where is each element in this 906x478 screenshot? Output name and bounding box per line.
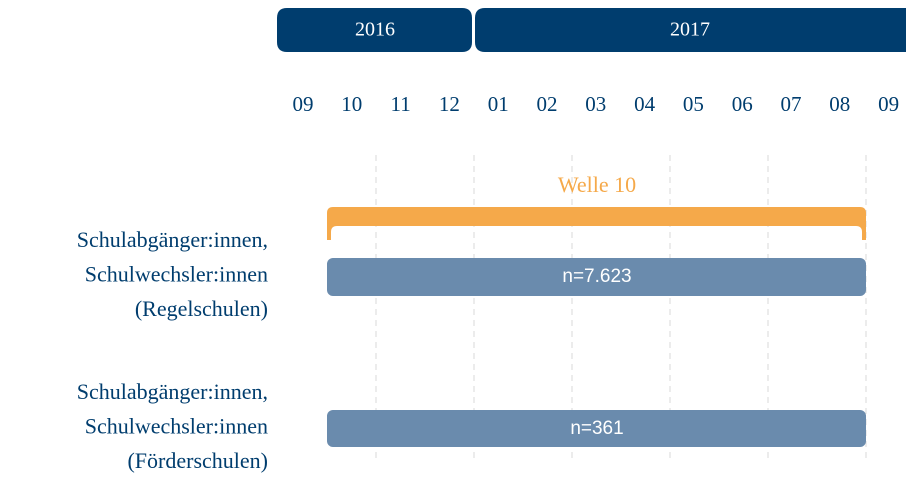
row-label: Schulabgänger:innen,	[77, 227, 268, 252]
sample-label: n=7.623	[562, 266, 631, 287]
sample-bar	[327, 410, 866, 447]
wave-bracket	[327, 207, 866, 240]
grid	[375, 155, 867, 460]
row-label: (Regelschulen)	[135, 296, 268, 321]
year-label: 2017	[670, 19, 710, 41]
sample-label: n=361	[570, 418, 623, 439]
wave-label: Welle 10	[558, 172, 636, 197]
month-label: 08	[829, 92, 850, 116]
row-label: Schulwechsler:innen	[85, 262, 268, 287]
month-label: 04	[634, 92, 656, 116]
row-label: Schulabgänger:innen,	[77, 379, 268, 404]
year-bar	[475, 8, 906, 52]
row-label: Schulwechsler:innen	[85, 414, 268, 439]
sample-bar	[327, 258, 866, 296]
row-label: (Förderschulen)	[127, 448, 268, 473]
month-label: 07	[781, 92, 802, 116]
year-label: 2016	[355, 19, 395, 41]
month-label: 09	[878, 92, 899, 116]
year-bar	[277, 8, 472, 52]
month-axis: 09 10 11 12 01 02 03 04 05 06 07 08 09	[293, 92, 900, 116]
month-label: 09	[293, 92, 314, 116]
month-label: 06	[732, 92, 753, 116]
month-label: 11	[390, 92, 410, 116]
month-label: 01	[488, 92, 509, 116]
row-labels: Schulabgänger:innen, Schulwechsler:innen (…	[77, 227, 268, 473]
month-label: 12	[439, 92, 460, 116]
month-label: 10	[341, 92, 362, 116]
month-label: 05	[683, 92, 704, 116]
month-label: 02	[537, 92, 558, 116]
month-label: 03	[585, 92, 606, 116]
